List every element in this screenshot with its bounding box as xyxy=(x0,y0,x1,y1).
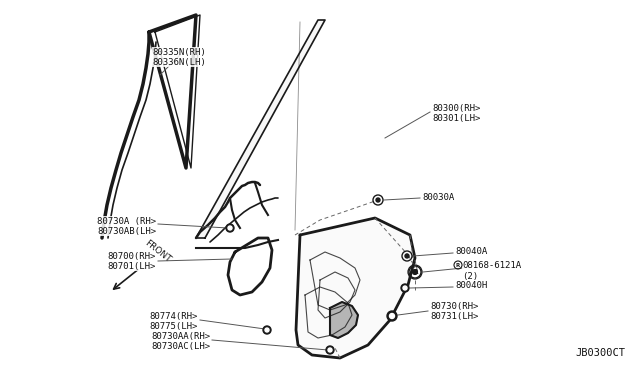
Text: R: R xyxy=(412,269,418,276)
Polygon shape xyxy=(296,218,415,358)
Circle shape xyxy=(228,226,232,230)
Text: 80335N(RH): 80335N(RH) xyxy=(152,48,205,57)
Text: 80030A: 80030A xyxy=(422,192,454,202)
Text: 80300(RH>: 80300(RH> xyxy=(432,103,481,112)
Text: 80730A (RH>: 80730A (RH> xyxy=(97,217,156,225)
Text: R: R xyxy=(456,263,460,268)
Text: 80700(RH>: 80700(RH> xyxy=(108,251,156,260)
Text: 80730AC(LH>: 80730AC(LH> xyxy=(151,341,210,350)
Text: FRONT: FRONT xyxy=(143,238,173,264)
Text: 80301(LH>: 80301(LH> xyxy=(432,113,481,122)
Circle shape xyxy=(405,254,409,258)
Text: 80730AA(RH>: 80730AA(RH> xyxy=(151,331,210,340)
Polygon shape xyxy=(330,302,358,338)
Polygon shape xyxy=(196,20,325,238)
Circle shape xyxy=(376,198,380,202)
Circle shape xyxy=(401,284,409,292)
Text: 80040H: 80040H xyxy=(455,282,487,291)
Circle shape xyxy=(265,328,269,332)
Text: 08168-6121A: 08168-6121A xyxy=(462,260,521,269)
Circle shape xyxy=(387,311,397,321)
Text: 80730(RH>: 80730(RH> xyxy=(430,302,478,311)
Circle shape xyxy=(328,348,332,352)
Circle shape xyxy=(326,346,334,354)
Circle shape xyxy=(390,314,394,318)
Text: 80775(LH>: 80775(LH> xyxy=(150,323,198,331)
Text: 80701(LH>: 80701(LH> xyxy=(108,262,156,270)
Text: 80731(LH>: 80731(LH> xyxy=(430,312,478,321)
Text: (2): (2) xyxy=(462,272,478,280)
Text: 80774(RH>: 80774(RH> xyxy=(150,312,198,321)
Text: 80336N(LH): 80336N(LH) xyxy=(152,58,205,67)
Circle shape xyxy=(263,326,271,334)
Text: 80730AB(LH>: 80730AB(LH> xyxy=(97,227,156,235)
Text: 80040A: 80040A xyxy=(455,247,487,256)
Circle shape xyxy=(403,286,407,290)
Circle shape xyxy=(413,270,417,275)
Circle shape xyxy=(226,224,234,232)
Text: JB0300CT: JB0300CT xyxy=(575,348,625,358)
